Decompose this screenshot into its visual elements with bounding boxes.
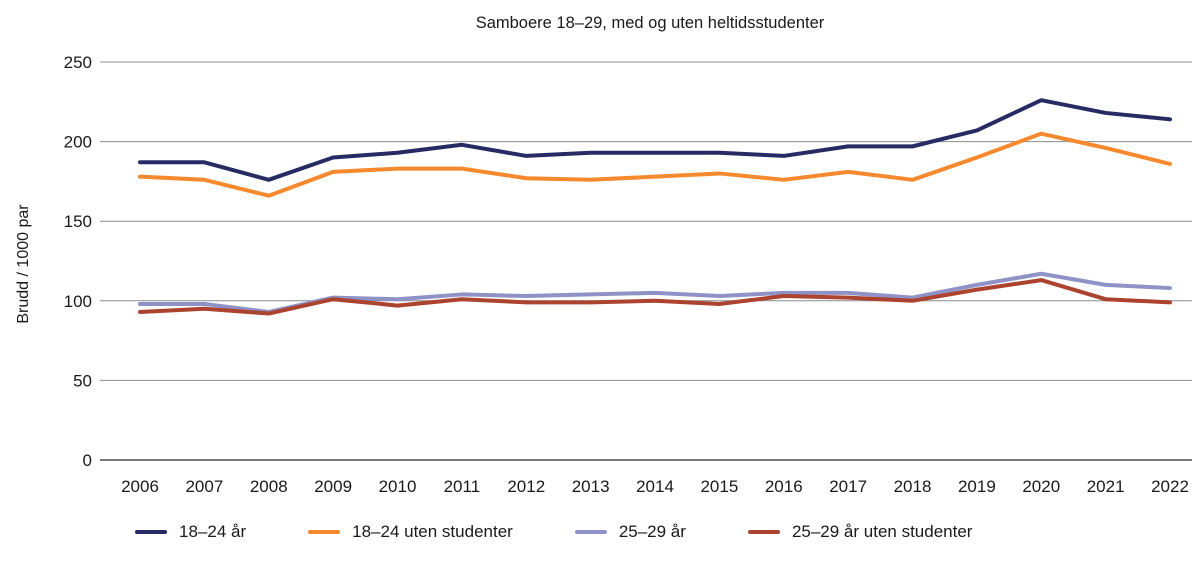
x-tick-label: 2017	[829, 477, 867, 496]
x-tick-label: 2006	[121, 477, 159, 496]
legend-label: 18–24 år	[179, 522, 247, 541]
legend-swatch	[574, 530, 607, 534]
x-tick-label: 2014	[636, 477, 674, 496]
line-series-0	[138, 98, 1172, 182]
legend-label: 25–29 år uten studenter	[791, 522, 973, 541]
legend-item: 18–24 år	[135, 522, 246, 542]
legend-label: 18–24 uten studenter	[352, 522, 513, 541]
x-tick-label: 2007	[185, 477, 223, 496]
y-tick-label: 100	[64, 292, 92, 311]
x-tick-label: 2016	[765, 477, 803, 496]
legend: 18–24 år 18–24 uten studenter 25–29 år 25–2…	[135, 522, 1180, 542]
legend-swatch	[308, 530, 341, 534]
legend-swatch	[747, 530, 780, 534]
y-tick-label: 0	[83, 451, 92, 470]
x-tick-label: 2015	[700, 477, 738, 496]
line-series-3	[138, 278, 1172, 316]
line-series-1	[138, 131, 1172, 198]
legend-item: 25–29 år uten studenter	[747, 522, 973, 542]
legend-swatch	[135, 530, 167, 534]
x-tick-label: 2020	[1022, 477, 1060, 496]
x-tick-label: 2008	[250, 477, 288, 496]
x-tick-label: 2012	[507, 477, 545, 496]
legend-item: 25–29 år	[574, 522, 686, 542]
legend-label: 25–29 år	[618, 522, 686, 541]
x-tick-label: 2021	[1087, 477, 1125, 496]
x-tick-label: 2013	[572, 477, 610, 496]
x-tick-label: 2011	[444, 477, 481, 496]
x-tick-label: 2009	[314, 477, 352, 496]
y-tick-label: 50	[73, 371, 92, 390]
chart-canvas: 0 50 100 150 200 250 2006 2007 2008 2009 2010 2011 2…	[64, 53, 1192, 496]
y-tick-label: 250	[64, 53, 92, 72]
y-tick-label: 150	[64, 212, 92, 231]
x-tick-label: 2010	[379, 477, 417, 496]
y-tick-label: 200	[64, 133, 92, 152]
x-tick-label: 2019	[958, 477, 996, 496]
legend-item: 18–24 uten studenter	[308, 522, 513, 542]
x-tick-label: 2022	[1151, 477, 1189, 496]
chart-title: Samboere 18–29, med og uten heltidsstude…	[475, 14, 825, 32]
x-tick-label: 2018	[894, 477, 932, 496]
